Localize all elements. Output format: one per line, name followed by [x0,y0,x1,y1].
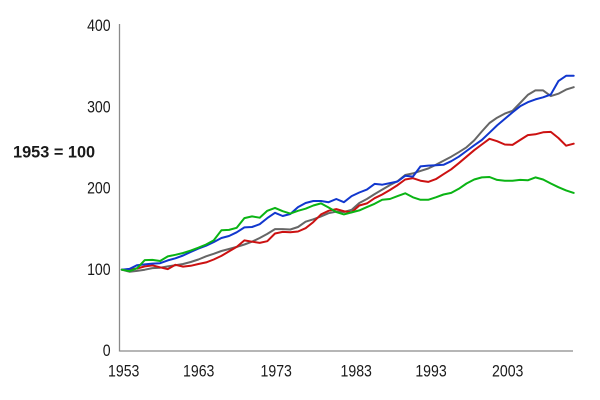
svg-text:1953 = 100: 1953 = 100 [13,142,95,161]
svg-text:1953: 1953 [108,362,139,380]
svg-text:0: 0 [103,342,111,360]
svg-text:2003: 2003 [492,362,523,380]
svg-text:300: 300 [87,98,111,116]
svg-text:1983: 1983 [341,362,372,380]
svg-text:1963: 1963 [183,362,214,380]
svg-text:1973: 1973 [261,362,292,380]
svg-text:400: 400 [87,17,111,35]
svg-text:200: 200 [87,179,111,197]
svg-text:1993: 1993 [415,362,446,380]
svg-text:100: 100 [87,261,111,279]
